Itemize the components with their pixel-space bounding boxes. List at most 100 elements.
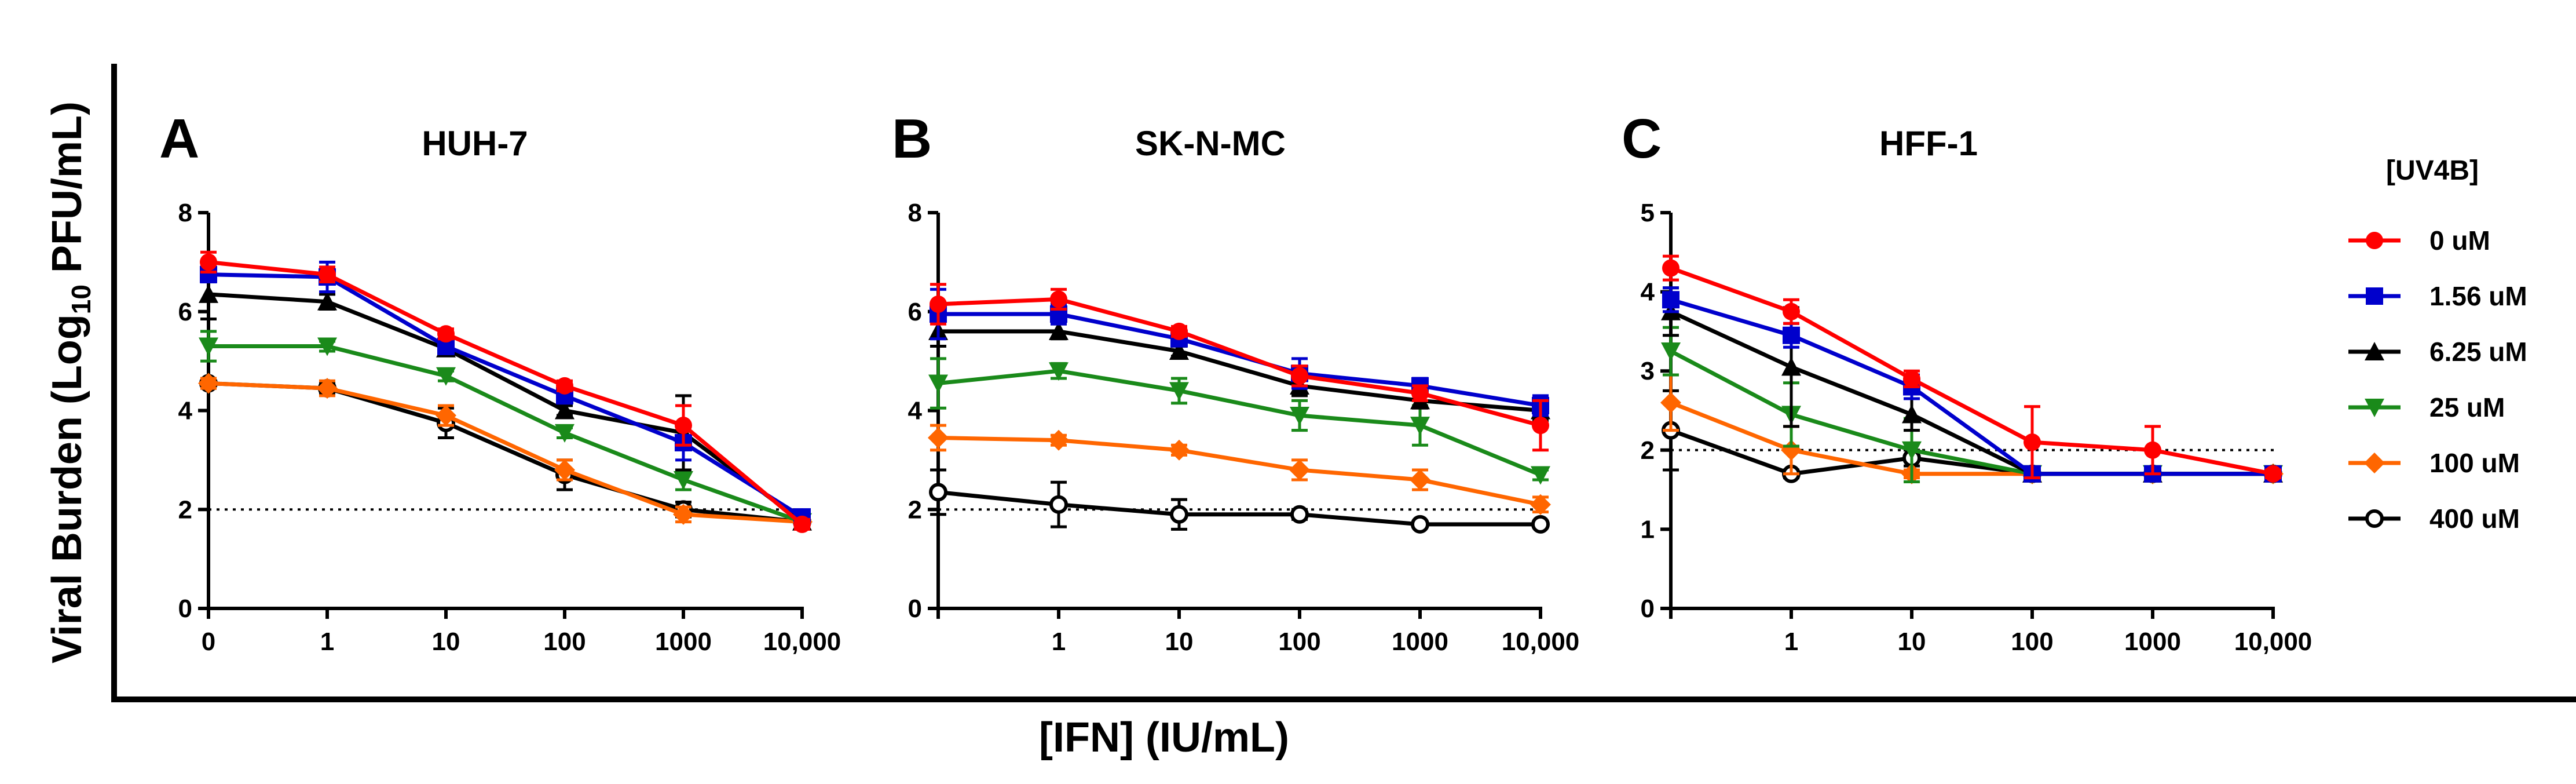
data-point bbox=[1411, 384, 1429, 402]
data-point bbox=[436, 405, 456, 426]
legend-marker bbox=[2366, 287, 2383, 305]
data-point bbox=[317, 378, 338, 399]
data-point bbox=[1530, 494, 1551, 515]
y-tick-label: 6 bbox=[178, 298, 192, 326]
y-tick-label: 8 bbox=[178, 199, 192, 227]
panel-title: SK-N-MC bbox=[1135, 124, 1286, 163]
data-point bbox=[554, 459, 575, 480]
data-point bbox=[1661, 342, 1681, 362]
data-point bbox=[2264, 465, 2282, 483]
legend-marker bbox=[2365, 509, 2384, 528]
series-0-um bbox=[1662, 254, 2282, 483]
data-point bbox=[436, 367, 456, 386]
data-point bbox=[317, 337, 337, 356]
x-tick-label: 1000 bbox=[2124, 628, 2181, 656]
data-point bbox=[199, 284, 218, 303]
data-point bbox=[1169, 382, 1189, 401]
panel-title: HUH-7 bbox=[422, 124, 528, 163]
series-0-um bbox=[200, 250, 811, 533]
data-point bbox=[1048, 429, 1069, 451]
data-point bbox=[1169, 341, 1189, 360]
series-line bbox=[208, 272, 803, 519]
data-point bbox=[1662, 291, 1679, 309]
panel-title: HFF-1 bbox=[1879, 124, 1978, 163]
data-point bbox=[1411, 515, 1429, 534]
data-point bbox=[1532, 417, 1549, 435]
data-point bbox=[1290, 407, 1309, 426]
series-line bbox=[208, 292, 804, 524]
legend-item: 1.56 uM bbox=[2348, 281, 2527, 311]
x-tick-label: 10 bbox=[432, 628, 460, 656]
data-point bbox=[437, 325, 455, 343]
y-tick-label: 4 bbox=[908, 397, 923, 425]
x-tick-label: 10,000 bbox=[1502, 628, 1580, 656]
legend-marker bbox=[2365, 399, 2384, 417]
data-point bbox=[1902, 404, 1922, 424]
data-point bbox=[1169, 439, 1190, 461]
x-tick-label: 1 bbox=[1784, 628, 1798, 656]
data-point bbox=[1903, 370, 1920, 388]
y-tick-label: 1 bbox=[1641, 515, 1655, 544]
legend-item: 6.25 uM bbox=[2348, 337, 2527, 367]
x-tick-label: 10 bbox=[1898, 628, 1926, 656]
data-point bbox=[1781, 357, 1801, 376]
x-tick-label: 1000 bbox=[655, 628, 712, 656]
panel-c: C HFF-1 0 1 2 3 4 5 1 10 100 1000 10,000 bbox=[1622, 108, 2312, 656]
y-tick-label: 0 bbox=[178, 595, 192, 623]
y-tick-label: 0 bbox=[1641, 595, 1655, 623]
panel-letter: C bbox=[1622, 108, 1662, 170]
x-tick-label: 1 bbox=[320, 628, 334, 656]
data-point bbox=[928, 374, 948, 393]
legend-item: 25 uM bbox=[2348, 392, 2505, 422]
panel-b: B SK-N-MC 0 2 4 6 8 1 10 100 1000 10,000 bbox=[892, 108, 1579, 656]
legend-marker bbox=[2365, 342, 2384, 360]
data-point bbox=[929, 483, 947, 502]
data-point bbox=[793, 515, 811, 533]
data-point bbox=[1049, 495, 1068, 514]
legend-item: 400 uM bbox=[2348, 504, 2520, 534]
x-tick-label: 10 bbox=[1165, 628, 1194, 656]
data-point bbox=[1783, 326, 1800, 344]
data-point bbox=[673, 504, 694, 525]
panel-letter: B bbox=[892, 108, 932, 170]
legend-item: 100 uM bbox=[2348, 448, 2520, 478]
series-line bbox=[938, 369, 1542, 477]
legend-label: 25 uM bbox=[2429, 392, 2505, 422]
series-0-um bbox=[930, 283, 1549, 452]
x-tick-label: 1 bbox=[1052, 628, 1066, 656]
legend-label: 400 uM bbox=[2429, 504, 2520, 534]
data-point bbox=[1902, 441, 1922, 460]
panel-letter: A bbox=[159, 108, 199, 170]
legend-label: 100 uM bbox=[2429, 448, 2520, 478]
y-tick-label: 2 bbox=[1641, 436, 1655, 465]
series-line bbox=[938, 490, 1541, 527]
data-point bbox=[1170, 322, 1188, 340]
data-point bbox=[675, 417, 692, 435]
series-1-56-um bbox=[1662, 286, 2282, 483]
data-point bbox=[555, 400, 575, 420]
y-tick-label: 3 bbox=[1641, 357, 1655, 385]
data-point bbox=[1290, 505, 1309, 524]
x-tick-label: 10,000 bbox=[2234, 628, 2312, 656]
data-point bbox=[1410, 469, 1430, 491]
series-line bbox=[208, 344, 803, 524]
x-tick-label: 100 bbox=[543, 628, 586, 656]
legend-title: [UV4B] bbox=[2386, 155, 2479, 186]
data-point bbox=[1291, 367, 1308, 385]
data-point bbox=[1531, 466, 1550, 485]
y-tick-label: 4 bbox=[1641, 278, 1655, 307]
legend-label: 1.56 uM bbox=[2429, 281, 2527, 311]
data-point bbox=[200, 253, 217, 271]
series-line bbox=[208, 260, 804, 526]
y-tick-label: 0 bbox=[908, 595, 922, 623]
data-point bbox=[556, 377, 573, 395]
series-25-um bbox=[928, 357, 1550, 485]
x-tick-label: 1000 bbox=[1392, 628, 1448, 656]
x-axis-title: [IFN] (IU/mL) bbox=[1039, 714, 1289, 761]
y-tick-label: 5 bbox=[1641, 199, 1655, 227]
data-point bbox=[198, 373, 219, 394]
series-line bbox=[938, 297, 1541, 428]
data-point bbox=[1289, 459, 1310, 480]
